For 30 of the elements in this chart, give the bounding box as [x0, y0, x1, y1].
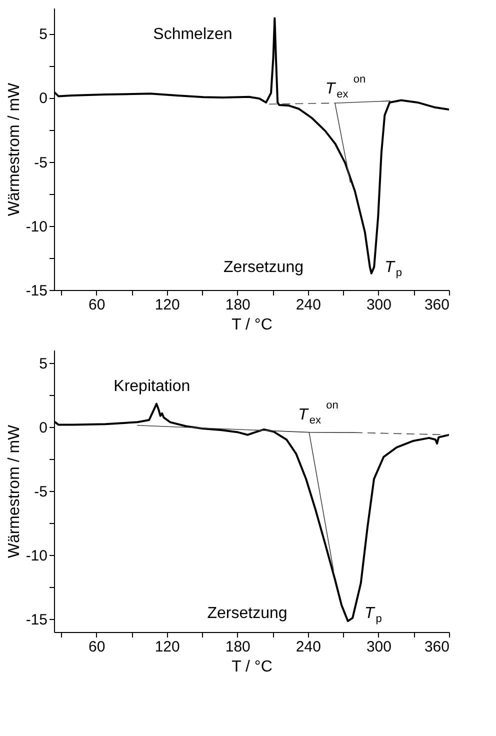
y-axis-title: Wärmestrom / mW — [6, 82, 23, 216]
y-tick-label: -5 — [34, 484, 48, 500]
annotation: Krepitation — [114, 378, 190, 395]
y-tick-label: -10 — [26, 548, 48, 565]
x-tick-label: 360 — [424, 296, 450, 314]
y-tick-label: 5 — [39, 26, 48, 44]
x-axis-title: T / °C — [232, 658, 272, 676]
x-tick-label: 180 — [225, 296, 250, 314]
y-tick-label: -15 — [26, 282, 48, 300]
x-tick-label: 240 — [296, 296, 321, 314]
y-tick-label: -10 — [26, 218, 48, 236]
x-tick-label: 60 — [88, 296, 106, 314]
y-tick-label: -15 — [26, 612, 48, 629]
x-tick-label: 180 — [225, 638, 250, 656]
y-tick-label: 5 — [39, 355, 48, 372]
annotation: Zersetzung — [207, 604, 288, 622]
y-tick-label: -5 — [34, 154, 48, 172]
x-tick-label: 120 — [154, 638, 180, 656]
x-tick-label: 120 — [154, 296, 180, 314]
x-tick-label: 300 — [366, 638, 392, 656]
annotation: Schmelzen — [153, 26, 232, 44]
x-tick-label: 360 — [424, 638, 450, 656]
y-tick-label: 0 — [39, 90, 48, 108]
x-tick-label: 60 — [88, 638, 106, 656]
x-tick-label: 240 — [296, 638, 321, 656]
annotation: Zersetzung — [223, 258, 304, 276]
y-tick-label: 0 — [39, 419, 48, 436]
x-tick-label: 300 — [366, 296, 392, 314]
x-axis-title: T / °C — [232, 316, 272, 334]
y-axis-title: Wärmestrom / mW — [6, 424, 23, 558]
